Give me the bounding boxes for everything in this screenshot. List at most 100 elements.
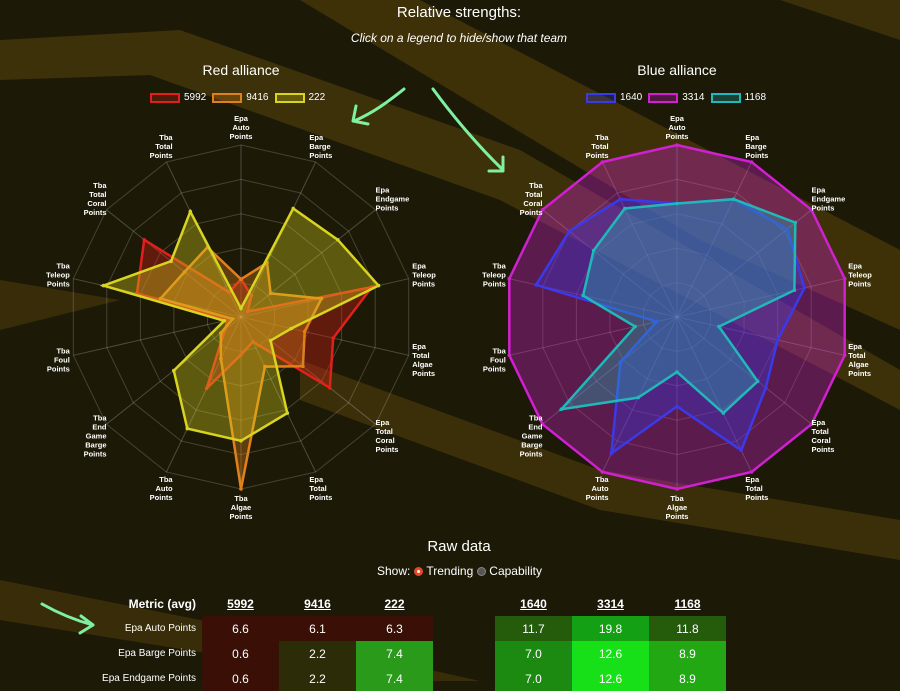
- blue-axis-label-word: Tba: [492, 262, 506, 271]
- trending-label[interactable]: Trending: [426, 564, 474, 578]
- table-header-metric: Metric (avg): [128, 597, 196, 611]
- table-header-team: 222: [384, 597, 405, 611]
- red-axis-label-word: Coral: [87, 199, 106, 208]
- table-cell: 6.3: [356, 616, 433, 641]
- red-axis-label-word: Algae: [231, 503, 251, 512]
- blue-axis-label: Epa Teleop Points: [848, 262, 872, 289]
- capability-radio[interactable]: [477, 566, 487, 576]
- red-point-222: [188, 209, 193, 214]
- red-axis-label-word: Tba: [56, 346, 70, 355]
- red-axis-label-word: Tba: [56, 262, 70, 271]
- blue-axis-label-word: Points: [483, 280, 506, 289]
- table-header-team: 1168: [674, 597, 701, 611]
- red-point-222: [101, 283, 106, 288]
- red-axis-label-word: Points: [230, 132, 253, 141]
- page-title: Relative strengths:: [396, 4, 522, 21]
- table-gap: [433, 616, 495, 641]
- blue-grid-ring: [643, 282, 711, 352]
- red-axis-label: Tba Algae Points: [230, 494, 253, 521]
- blue-point-1168: [559, 407, 564, 412]
- red-point-5992: [239, 353, 243, 357]
- blue-axis-label-word: Points: [812, 204, 835, 213]
- red-point-222: [172, 368, 176, 373]
- blue-point-3314: [600, 160, 605, 164]
- table-cell: 7.0: [495, 641, 572, 666]
- raw-data-title: Raw data: [427, 538, 491, 555]
- legend-item-red-2[interactable]: 9416: [212, 92, 269, 103]
- blue-point-3314: [749, 470, 754, 474]
- trending-radio[interactable]: [414, 566, 424, 576]
- blue-spoke: [676, 316, 845, 356]
- blue-axis-label-word: Points: [812, 445, 835, 454]
- legend-item-red-3[interactable]: 222: [274, 92, 325, 103]
- legend-item-red-1[interactable]: 5992: [150, 92, 206, 103]
- red-axis-label-word: Points: [309, 493, 332, 502]
- table-cell: 7.4: [356, 666, 433, 691]
- legend-label: 9416: [246, 92, 269, 103]
- red-point-222: [285, 411, 290, 415]
- red-axis-label-word: Points: [84, 208, 107, 217]
- legend-item-blue-3[interactable]: 1168: [710, 92, 766, 103]
- red-axis-label-word: Epa: [376, 186, 391, 195]
- red-axis-label-word: Epa: [309, 475, 324, 484]
- table-cell: 12.6: [572, 641, 649, 666]
- show-label: Show:: [377, 564, 411, 578]
- red-grid-ring: [207, 282, 275, 352]
- blue-axis-label-word: Epa: [848, 342, 863, 351]
- blue-point-1640: [618, 197, 623, 201]
- red-axis-label-word: Teleop: [412, 271, 436, 280]
- blue-axis-label-word: Total: [591, 142, 608, 151]
- blue-point-1640: [618, 360, 623, 364]
- blue-point-3314: [809, 208, 814, 212]
- blue-axis-label-word: Barge: [745, 142, 766, 151]
- blue-point-1168: [721, 411, 726, 415]
- blue-axis-label: Epa Barge Points: [745, 133, 768, 160]
- blue-point-1640: [739, 448, 743, 453]
- blue-axis-label-word: End: [528, 423, 543, 432]
- red-axis-label-word: Points: [47, 280, 70, 289]
- red-point-9416: [268, 291, 273, 296]
- red-axis-label: Epa Total Coral Points: [376, 418, 399, 454]
- blue-point-1168: [675, 370, 679, 374]
- red-point-9416: [239, 487, 243, 491]
- blue-axis-label-word: Total: [525, 190, 542, 199]
- table-cell: 2.2: [279, 666, 356, 691]
- red-axis-label: Tba Total Coral Points: [84, 181, 108, 217]
- blue-axis-label-word: Total: [848, 351, 865, 360]
- table-cell: 6.1: [279, 616, 356, 641]
- table-cell: 0.6: [202, 641, 279, 666]
- blue-axis-label-word: Tba: [492, 346, 506, 355]
- red-point-9416: [219, 357, 223, 361]
- blue-point-1640: [764, 386, 768, 390]
- red-axis-label-word: Foul: [54, 355, 70, 364]
- blue-axis-label-word: Algae: [848, 360, 868, 369]
- red-axis-label: Tba Teleop Points: [46, 262, 70, 289]
- table-row-metric: Epa Barge Points: [118, 648, 196, 659]
- blue-axis-label-word: Points: [483, 364, 506, 373]
- blue-point-3314: [675, 143, 679, 147]
- blue-axis-label-word: Points: [666, 132, 689, 141]
- red-spoke: [240, 278, 409, 318]
- table-cell: 8.9: [649, 641, 726, 666]
- blue-axis-label-word: Auto: [668, 123, 685, 132]
- table-row-metric: Epa Endgame Points: [102, 673, 196, 684]
- red-point-222: [376, 283, 381, 288]
- blue-spoke: [676, 161, 753, 318]
- blue-spoke: [676, 316, 753, 473]
- red-axis-label-word: Total: [155, 142, 172, 151]
- legend-item-blue-1[interactable]: 1640: [586, 92, 642, 103]
- blue-axis-label-word: Epa: [812, 418, 827, 427]
- red-point-222: [169, 259, 173, 264]
- legend-item-blue-2[interactable]: 3314: [648, 92, 705, 103]
- red-axis-label-word: Barge: [309, 142, 330, 151]
- red-axis-label: Tba Foul Points: [47, 346, 71, 373]
- blue-point-1168: [581, 293, 585, 298]
- blue-point-3314: [540, 208, 545, 212]
- blue-axis-label-word: Game: [522, 432, 543, 441]
- red-point-222: [268, 338, 273, 343]
- red-axis-label-word: Total: [412, 351, 429, 360]
- capability-label[interactable]: Capability: [489, 564, 542, 578]
